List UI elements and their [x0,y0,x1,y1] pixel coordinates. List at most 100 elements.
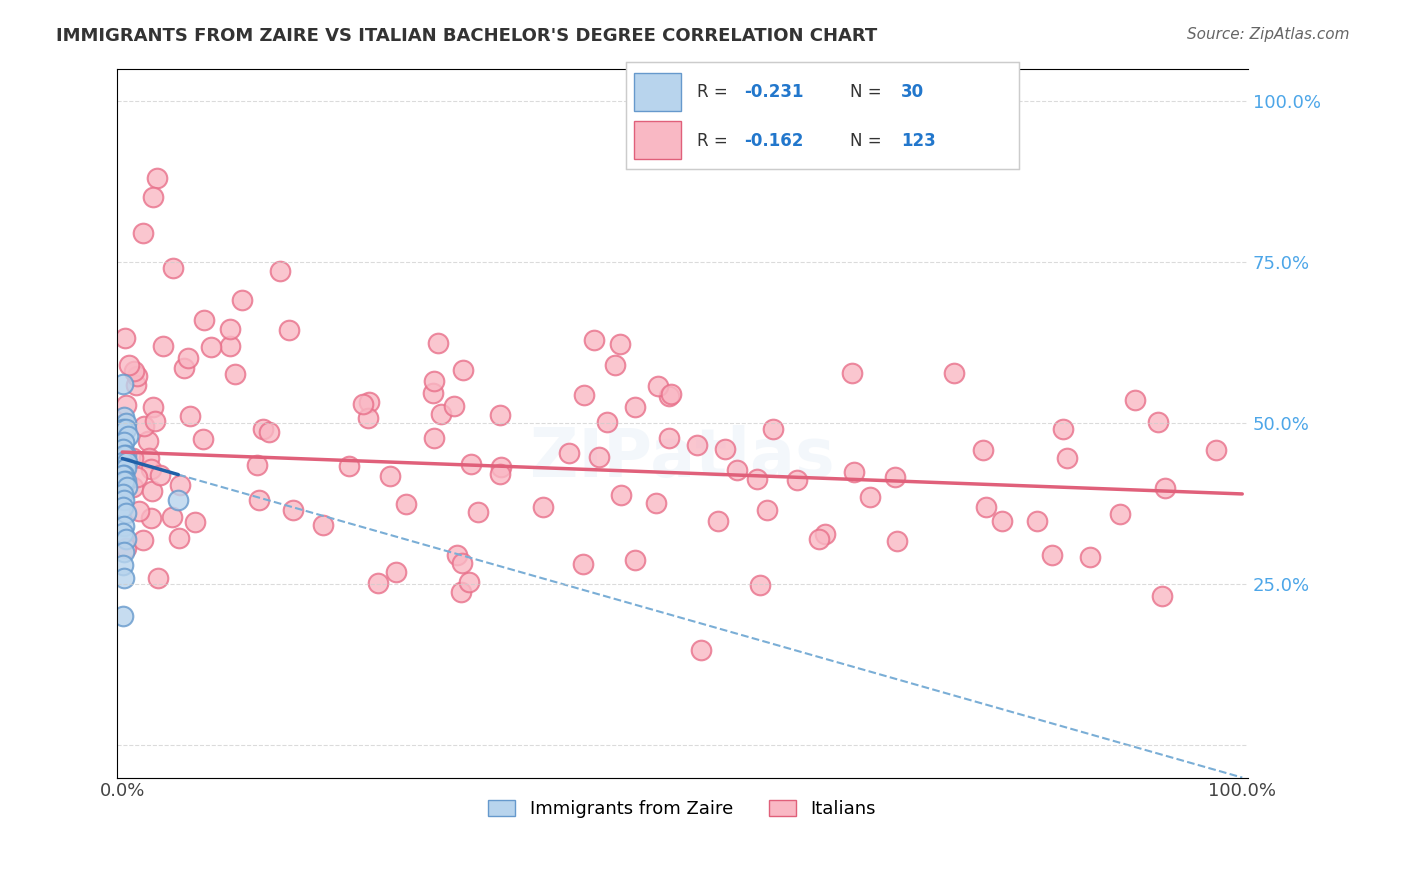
Point [1040,548,1063,562]
Point [647,379,669,393]
Point [714,442,737,457]
Point [659,387,682,401]
Point [278,323,301,337]
Point [269,264,291,278]
Point [378,469,401,483]
Point [200,340,222,354]
Point [357,394,380,409]
Point [1052,422,1074,436]
Point [689,643,711,657]
Point [122,364,145,378]
Point [706,515,728,529]
Point [179,409,201,423]
Text: Source: ZipAtlas.com: Source: ZipAtlas.com [1187,27,1350,42]
Point [127,369,149,384]
Point [531,500,554,514]
Point [395,497,418,511]
Point [596,415,619,429]
Point [367,576,389,591]
Point [112,417,135,431]
Point [114,541,136,556]
Point [1152,590,1174,604]
Point [1147,415,1170,429]
Point [489,408,512,422]
Legend: Immigrants from Zaire, Italians: Immigrants from Zaire, Italians [481,793,883,825]
Point [131,227,153,241]
Point [943,366,966,380]
Point [624,401,647,415]
Text: -0.231: -0.231 [744,84,803,102]
Point [224,367,246,381]
Text: -0.162: -0.162 [744,132,803,150]
Point [423,374,446,388]
Point [658,389,681,403]
Point [115,455,138,469]
Point [1025,514,1047,528]
Point [745,473,768,487]
Point [114,448,136,462]
Point [610,487,633,501]
Point [658,431,681,445]
Point [114,461,136,475]
Point [169,478,191,492]
Text: 30: 30 [901,84,924,102]
Bar [634,121,681,159]
Point [467,505,489,519]
Point [115,481,138,495]
Point [1078,549,1101,564]
Text: R =: R = [696,84,733,102]
Text: N =: N = [851,84,887,102]
Point [136,434,159,448]
Point [141,484,163,499]
Point [146,571,169,585]
Point [114,422,136,436]
Point [357,410,380,425]
Point [786,473,808,487]
Point [491,460,513,475]
Point [384,565,406,579]
Point [990,514,1012,528]
Point [247,493,270,508]
Point [139,511,162,525]
Point [808,532,831,546]
Point [972,442,994,457]
Point [112,487,135,501]
Point [142,190,165,204]
Point [572,388,595,402]
Point [453,363,475,377]
Point [114,532,136,546]
Point [184,515,207,529]
Point [112,455,135,469]
Point [218,322,240,336]
Point [193,313,215,327]
Point [231,293,253,308]
Point [142,400,165,414]
Point [572,557,595,571]
Point [762,422,785,436]
Point [114,571,136,585]
Point [974,500,997,515]
Point [460,457,482,471]
Point [132,533,155,548]
Point [114,506,136,520]
Text: ZIPatlas: ZIPatlas [530,425,835,491]
Point [118,358,141,372]
Text: 123: 123 [901,132,936,150]
Point [1056,451,1078,466]
Point [312,518,335,533]
Point [112,422,135,436]
Point [427,336,450,351]
Point [112,500,135,514]
Point [112,558,135,572]
Point [146,171,169,186]
Point [149,467,172,482]
Point [117,429,139,443]
Point [257,425,280,439]
Point [352,397,374,411]
Point [886,534,908,549]
Point [145,414,167,428]
Point [558,445,581,459]
Text: IMMIGRANTS FROM ZAIRE VS ITALIAN BACHELOR'S DEGREE CORRELATION CHART: IMMIGRANTS FROM ZAIRE VS ITALIAN BACHELO… [56,27,877,45]
Point [749,578,772,592]
Point [112,467,135,482]
